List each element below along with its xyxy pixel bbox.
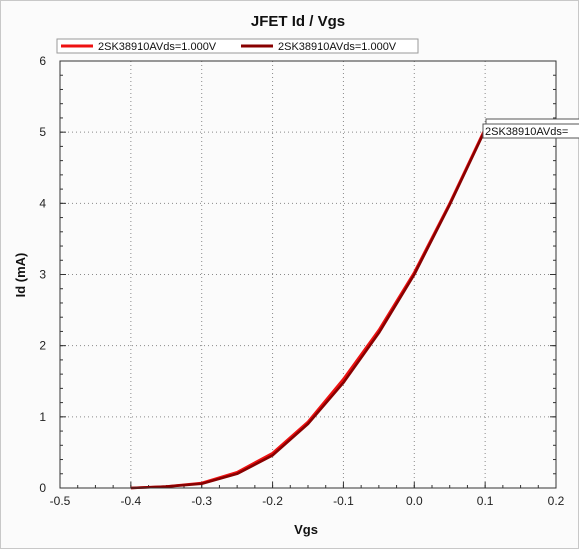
y-tick-label: 0 <box>39 481 46 495</box>
legend-label-series-1: 2SK38910AVds=1.000V <box>98 41 217 53</box>
legend-label-series-2: 2SK38910AVds=1.000V <box>278 41 397 53</box>
y-tick-label: 5 <box>39 125 46 139</box>
legend: 2SK38910AVds=1.000V 2SK38910AVds=1.000V <box>56 38 419 54</box>
series-line-1 <box>130 128 487 490</box>
y-tick-label: 1 <box>39 410 46 424</box>
callout-box <box>482 123 579 139</box>
y-tick-label: 2 <box>39 339 46 353</box>
x-tick-label: -0.4 <box>121 494 142 508</box>
y-tick-label: 6 <box>39 54 46 68</box>
x-tick-label: -0.2 <box>262 494 283 508</box>
tick-labels: -0.5 -0.4 -0.3 -0.2 -0.1 0.0 0.1 0.2 0 1 2 3 4 5 6 <box>39 54 564 508</box>
x-tick-label: 0.1 <box>477 494 494 508</box>
x-tick-label: -0.1 <box>333 494 354 508</box>
x-tick-label: -0.3 <box>191 494 212 508</box>
series-line-2 <box>130 129 487 490</box>
grid <box>60 61 556 488</box>
data-callout: 2SK38910AVds= <box>482 118 579 139</box>
y-tick-label: 4 <box>39 196 46 210</box>
plot-area-border <box>59 60 557 489</box>
y-axis-title: Id (mA) <box>13 253 28 298</box>
x-tick-label: -0.5 <box>50 494 71 508</box>
legend-box <box>56 38 419 54</box>
callout-label: 2SK38910AVds= <box>485 126 568 138</box>
chart-title: JFET Id / Vgs <box>251 13 345 30</box>
y-tick-label: 3 <box>39 268 46 282</box>
series-lines <box>130 128 487 490</box>
x-tick-label: 0.2 <box>548 494 565 508</box>
x-axis-title: Vgs <box>294 522 318 537</box>
x-tick-label: 0.0 <box>406 494 423 508</box>
